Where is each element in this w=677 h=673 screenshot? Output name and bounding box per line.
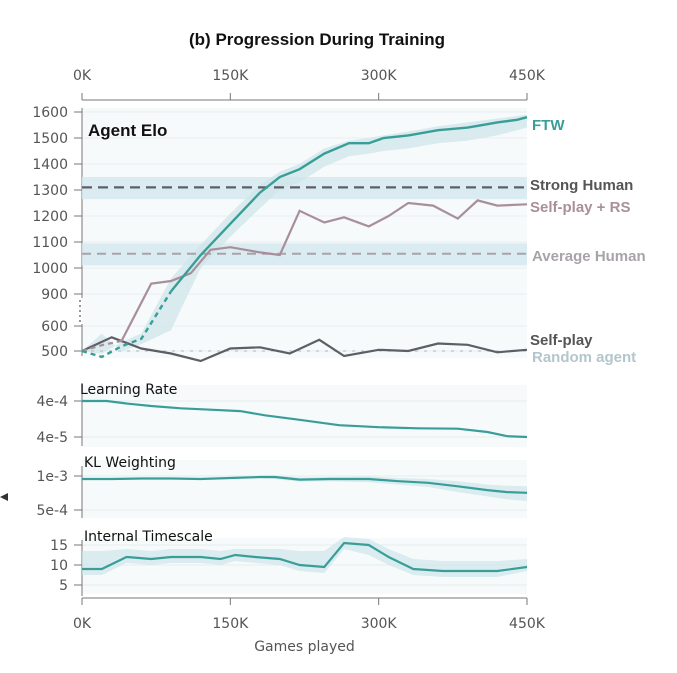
self-play-rs-label: Self-play + RS: [530, 199, 630, 216]
elo-y-tick-label: 1100: [32, 235, 68, 251]
figure-title: (b) Progression During Training: [189, 30, 445, 49]
elo-y-tick-label: 1300: [32, 183, 68, 199]
kl-y-tick-label: 1e-3: [37, 469, 68, 485]
lr-line: [82, 399, 528, 439]
lr-y-tick-label: 4e-4: [37, 394, 69, 410]
ftw-confidence-band: [82, 114, 527, 354]
top-x-tick-label: 450K: [509, 68, 546, 84]
ftw-label: FTW: [532, 117, 565, 134]
elo-y-tick-label: 1400: [32, 157, 68, 173]
bottom-x-tick-label: 300K: [361, 616, 398, 632]
ts-y-tick-label: 10: [50, 558, 68, 574]
lr-y-tick-label: 4e-5: [37, 430, 68, 446]
ftw-line-break-segment: [81, 290, 173, 359]
top-x-tick-label: 0K: [73, 68, 92, 84]
kl-panel-title: KL Weighting: [84, 455, 176, 471]
top-x-tick-label: 150K: [212, 68, 249, 84]
ts-y-tick-label: 5: [59, 578, 68, 594]
ts-panel-title: Internal Timescale: [84, 529, 213, 545]
kl-y-tick-label: 5e-4: [37, 503, 69, 519]
self-play-label: Self-play: [530, 332, 593, 349]
elo-y-tick-label: 600: [41, 319, 68, 335]
elo-y-tick-label: 1200: [32, 209, 68, 225]
self-play-rs-line-break-segment: [81, 339, 122, 353]
strong-human-band: [82, 177, 527, 200]
ts-line: [82, 541, 528, 573]
top-x-tick-label: 300K: [361, 68, 398, 84]
random-agent-label: Random agent: [532, 349, 636, 366]
elo-y-tick-label: 1500: [32, 131, 68, 147]
bottom-x-tick-label: 450K: [509, 616, 546, 632]
kl-line: [82, 475, 528, 494]
ts-y-tick-label: 15: [50, 538, 68, 554]
elo-y-tick-label: 500: [41, 344, 68, 360]
left-edge-arrow-icon: [0, 493, 8, 501]
self-play-rs-line: [120, 199, 528, 342]
bottom-x-tick-label: 0K: [73, 616, 92, 632]
ts-confidence-band: [82, 537, 527, 577]
bottom-x-tick-label: 150K: [212, 616, 249, 632]
average-human-label: Average Human: [532, 248, 646, 265]
elo-y-tick-label: 900: [41, 287, 68, 303]
self-play-line: [81, 336, 528, 363]
strong-human-label: Strong Human: [530, 177, 633, 194]
elo-y-tick-label: 1000: [32, 261, 68, 277]
elo-y-tick-label: 1600: [32, 105, 68, 121]
x-axis-title: Games played: [254, 639, 355, 655]
lr-panel-title: Learning Rate: [80, 382, 177, 398]
ftw-line: [170, 116, 528, 293]
elo-panel-title: Agent Elo: [88, 121, 167, 140]
